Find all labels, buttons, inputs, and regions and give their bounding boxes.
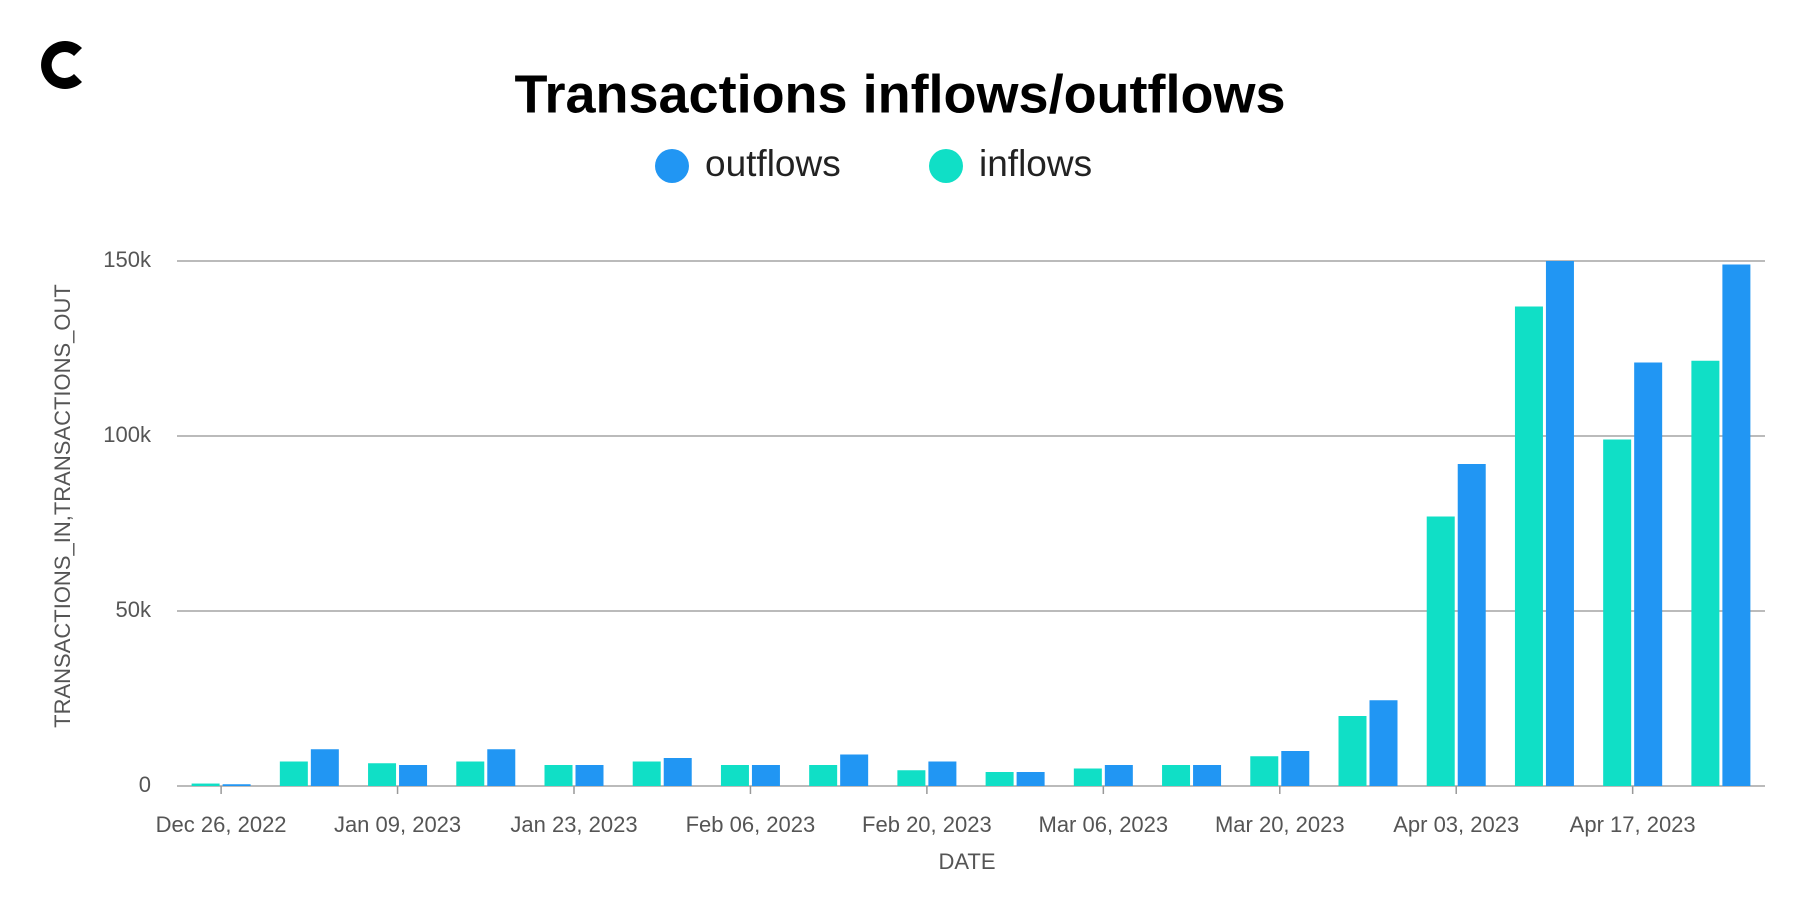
y-tick-label: 50k: [116, 597, 152, 622]
y-tick-label: 100k: [103, 422, 152, 447]
bar: [1722, 264, 1751, 786]
bar: [632, 761, 661, 786]
x-axis-label: DATE: [938, 849, 995, 874]
x-tick-label: Mar 20, 2023: [1215, 812, 1345, 837]
bar: [222, 784, 251, 786]
bar: [840, 754, 869, 786]
bar: [663, 758, 692, 786]
bar: [1603, 439, 1632, 786]
bar: [191, 783, 220, 786]
bar: [751, 765, 780, 786]
bar: [928, 761, 957, 786]
bar: [809, 765, 838, 786]
chart-title: Transactions inflows/outflows: [514, 64, 1285, 124]
x-tick-label: Jan 09, 2023: [334, 812, 461, 837]
x-tick-label: Apr 03, 2023: [1393, 812, 1519, 837]
bar: [720, 765, 749, 786]
y-axis-label: TRANSACTIONS_IN,TRANSACTIONS_OUT: [50, 284, 75, 728]
bar: [544, 765, 573, 786]
bar: [279, 761, 308, 786]
bar: [1162, 765, 1191, 786]
bar: [1193, 765, 1222, 786]
legend-swatch: [655, 149, 689, 183]
y-tick-label: 0: [139, 772, 151, 797]
logo-mark: [41, 41, 82, 89]
x-tick-label: Feb 20, 2023: [862, 812, 992, 837]
bar: [1369, 700, 1398, 786]
bar: [897, 770, 926, 786]
bar: [1016, 772, 1045, 786]
x-tick-label: Dec 26, 2022: [156, 812, 287, 837]
bar: [1073, 768, 1102, 786]
bar: [1281, 751, 1310, 786]
bar: [368, 763, 397, 786]
bar: [1426, 516, 1455, 786]
bar: [1338, 716, 1367, 786]
x-tick-label: Mar 06, 2023: [1039, 812, 1169, 837]
legend-label: inflows: [979, 143, 1092, 184]
logo: [41, 41, 82, 89]
x-tick-label: Feb 06, 2023: [686, 812, 816, 837]
bar: [1457, 464, 1486, 786]
legend-label: outflows: [705, 143, 841, 184]
bar: [1634, 362, 1663, 786]
bar: [575, 765, 604, 786]
bar: [310, 749, 339, 786]
bar: [985, 772, 1014, 786]
x-tick-label: Apr 17, 2023: [1570, 812, 1696, 837]
bar: [1104, 765, 1133, 786]
bar: [456, 761, 485, 786]
bar: [1514, 306, 1543, 786]
legend-swatch: [929, 149, 963, 183]
bar: [1250, 756, 1279, 786]
y-tick-label: 150k: [103, 247, 152, 272]
bar: [399, 765, 428, 786]
x-tick-label: Jan 23, 2023: [510, 812, 637, 837]
bar: [487, 749, 516, 786]
bar: [1545, 261, 1574, 786]
bar: [1691, 360, 1720, 786]
